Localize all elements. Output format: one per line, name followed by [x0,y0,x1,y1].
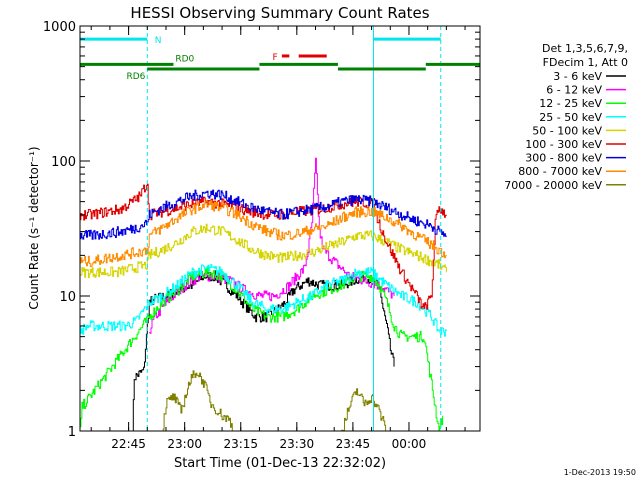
series-line-7 [80,199,447,267]
y-tick-label: 100 [51,155,76,170]
x-tick-label: 22:45 [111,437,146,451]
legend-label-1: 6 - 12 keV [546,84,602,97]
plot-frame [79,25,481,432]
series-line-8 [80,370,480,431]
series-line-6 [80,189,447,240]
series-line-3 [80,264,447,337]
flag-label-rd0: RD0 [175,54,194,64]
legend-label-4: 50 - 100 keV [532,124,602,137]
footer-stamp: 1-Dec-2013 19:50 [564,468,636,477]
legend-header-line2: FDecim 1, Att 0 [543,56,628,69]
series-line-5 [80,183,447,310]
series-line-4 [80,223,447,279]
legend-label-3: 25 - 50 keV [539,111,602,124]
flag-label-rd6: RD6 [126,72,145,82]
series-layer [80,157,480,431]
legend-header-line1: Det 1,3,5,6,7,9, [542,42,628,55]
flag-label-n: N [155,36,162,46]
chart-title: HESSI Observing Summary Count Rates [130,4,429,22]
y-tick-label: 1 [68,425,76,440]
series-line-2 [80,266,444,431]
y-tick-label: 10 [59,290,76,305]
legend-label-2: 12 - 25 keV [539,97,602,110]
flag-label-f: F [273,53,278,63]
flag-layer: N F RD0 RD6 [80,26,480,431]
legend-label-6: 300 - 800 keV [525,152,602,165]
x-tick-label: 23:15 [223,437,258,451]
legend-label-7: 800 - 7000 keV [518,165,602,178]
x-axis-label: Start Time (01-Dec-13 22:32:02) [174,456,386,471]
plot-border [79,25,481,432]
x-tick-label: 23:30 [280,437,315,451]
y-axis-label: Count Rate (s⁻¹ detector⁻¹) [27,146,41,309]
legend-label-0: 3 - 6 keV [553,70,602,83]
axis-ticks: 22:45 23:00 23:15 23:30 23:45 00:00 1000 100 10 1 [43,20,480,451]
y-tick-label: 1000 [43,20,76,35]
series-line-1 [149,157,395,334]
x-tick-label: 00:00 [392,437,427,451]
legend-label-5: 100 - 300 keV [525,138,602,151]
x-tick-label: 23:45 [336,437,371,451]
x-tick-label: 23:00 [167,437,202,451]
legend-label-8: 7000 - 20000 keV [504,179,602,192]
